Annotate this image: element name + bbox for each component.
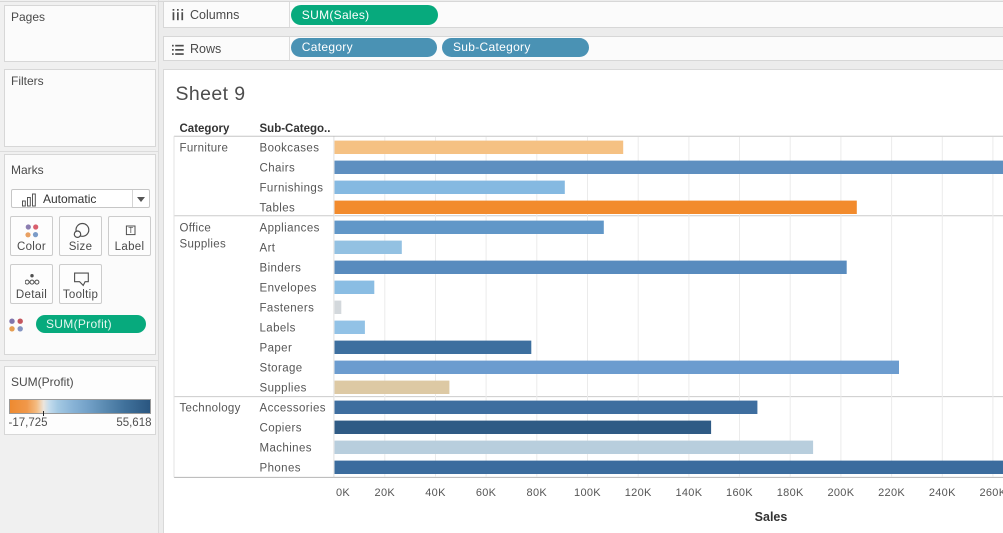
svg-text:80K: 80K — [527, 487, 548, 499]
svg-text:Phones: Phones — [260, 462, 301, 474]
svg-text:Sales: Sales — [755, 510, 788, 524]
svg-text:Accessories: Accessories — [260, 402, 326, 414]
svg-text:Supplies: Supplies — [180, 238, 227, 250]
svg-text:180K: 180K — [777, 487, 804, 499]
svg-text:0K: 0K — [336, 487, 350, 499]
svg-text:140K: 140K — [675, 487, 702, 499]
svg-text:Art: Art — [260, 242, 276, 254]
svg-text:Office: Office — [180, 222, 212, 234]
svg-text:Sub-Catego..: Sub-Catego.. — [260, 123, 331, 135]
svg-text:100K: 100K — [574, 487, 601, 499]
svg-text:60K: 60K — [476, 487, 497, 499]
svg-text:Envelopes: Envelopes — [260, 282, 317, 294]
svg-text:Furnishings: Furnishings — [260, 182, 324, 194]
svg-text:Copiers: Copiers — [260, 422, 302, 434]
svg-text:Fasteners: Fasteners — [260, 302, 315, 314]
svg-text:40K: 40K — [425, 487, 446, 499]
svg-text:Machines: Machines — [260, 442, 312, 454]
svg-text:Labels: Labels — [260, 322, 296, 334]
svg-text:Furniture: Furniture — [180, 142, 229, 154]
svg-text:Supplies: Supplies — [260, 382, 307, 394]
svg-text:Bookcases: Bookcases — [260, 142, 320, 154]
svg-text:160K: 160K — [726, 487, 753, 499]
svg-text:200K: 200K — [827, 487, 854, 499]
svg-text:Storage: Storage — [260, 362, 303, 374]
svg-text:Tables: Tables — [260, 202, 296, 214]
svg-text:Category: Category — [180, 123, 230, 135]
svg-text:Technology: Technology — [180, 402, 241, 414]
svg-text:240K: 240K — [929, 487, 956, 499]
svg-text:Chairs: Chairs — [260, 162, 296, 174]
svg-text:260K: 260K — [979, 487, 1003, 499]
svg-text:120K: 120K — [625, 487, 652, 499]
svg-text:20K: 20K — [375, 487, 396, 499]
svg-text:Paper: Paper — [260, 342, 293, 354]
svg-text:T: T — [128, 226, 133, 235]
svg-text:220K: 220K — [878, 487, 905, 499]
svg-text:Binders: Binders — [260, 262, 302, 274]
svg-text:Appliances: Appliances — [260, 222, 320, 234]
